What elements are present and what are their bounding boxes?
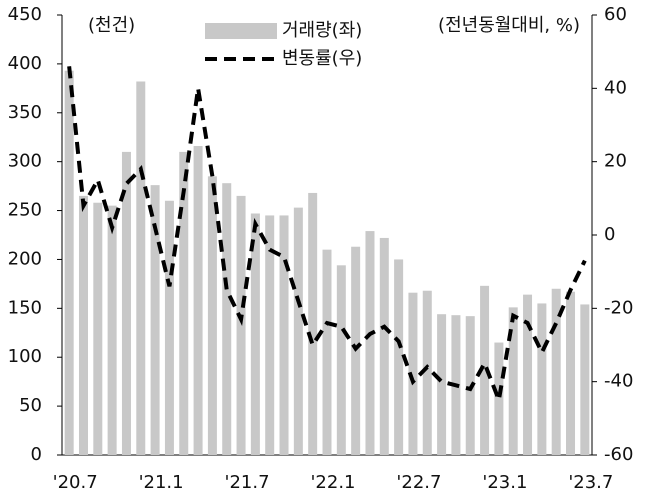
y-tick-label: 100 [8,346,42,367]
bar [322,249,332,455]
bar [179,151,189,455]
bar [508,307,518,455]
y-tick-label: 350 [8,102,42,123]
y2-tick-label: 40 [604,77,627,98]
bar [78,195,88,455]
y-tick-label: 450 [8,4,42,25]
x-tick-label: '22.1 [310,472,355,493]
y2-tick-label: 60 [604,4,627,25]
bar [265,215,275,455]
bar [537,303,547,455]
bar [207,176,217,456]
legend: 거래량(좌) 변동률(우) [205,20,362,69]
bar [193,146,203,455]
bar [336,265,346,455]
bar [164,200,174,455]
x-tick-label: '21.7 [225,472,270,493]
line [67,66,587,408]
bar [150,185,160,455]
y-tick-label: 300 [8,151,42,172]
bar [394,259,404,455]
bar [523,294,533,455]
bar [236,195,246,455]
y2-tick-label: -40 [604,371,633,392]
bar [566,291,576,455]
x-tick-label: '21.1 [139,472,184,493]
y-tick-label: 200 [8,248,42,269]
bar [293,207,303,455]
x-tick-label: '20.7 [53,472,98,493]
bar [121,151,131,455]
bar [279,215,289,455]
x-tick-label: '22.7 [396,472,441,493]
x-tick-label: '23.1 [482,472,527,493]
bar [222,183,232,455]
y-tick-label: 50 [19,395,42,416]
bar [308,192,318,455]
legend-label: 거래량(좌) [282,20,362,41]
bar [379,237,389,455]
bar [107,205,117,455]
bar [494,342,504,455]
bar [422,290,432,455]
bar [437,314,447,455]
y-tick-label: 150 [8,297,42,318]
y2-tick-label: 20 [604,151,627,172]
bar [480,285,490,455]
bar [365,231,375,455]
bar [64,70,74,455]
bar [408,292,418,455]
y-tick-label: 250 [8,200,42,221]
y2-axis-label: (전년동월대비, %) [438,15,580,36]
bar [580,304,590,455]
bar [250,213,260,455]
x-tick-label: '23.7 [568,472,613,493]
y2-tick-label: 0 [604,224,615,245]
y-tick-label: 0 [31,444,42,465]
y2-tick-label: -20 [604,297,633,318]
bar [551,288,561,455]
bar [93,202,103,455]
bar [136,81,146,455]
y-axis-label: (천건) [88,15,135,36]
y2-tick-label: -60 [604,444,633,465]
legend-label: 변동률(우) [282,48,362,69]
legend-swatch [205,23,277,39]
y-tick-label: 400 [8,53,42,74]
